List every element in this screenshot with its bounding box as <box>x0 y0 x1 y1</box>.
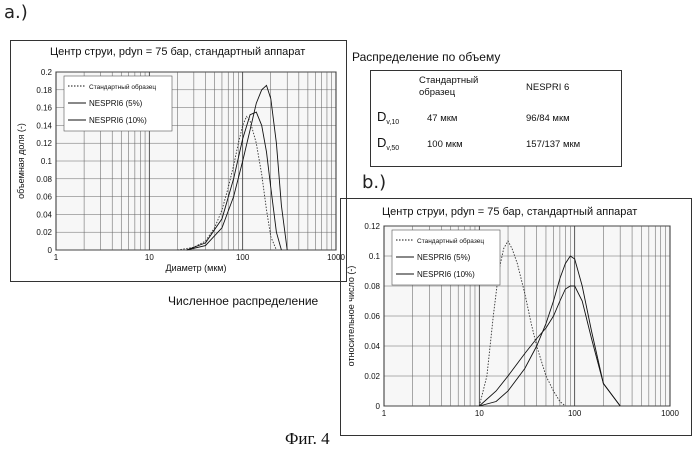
chart1-x-tick-label: 1000 <box>327 253 345 262</box>
chart2-x-tick-label: 100 <box>568 409 582 418</box>
chart1-x-axis-label: Диаметр (мкм) <box>166 263 227 273</box>
chart1-legend <box>63 75 173 132</box>
chart1-title: Центр струи, pdyn = 75 бар, стандартный … <box>50 46 306 58</box>
chart1-legend-entry: NESPRI6 (5%) <box>89 99 143 108</box>
chart1-y-tick-label: 0.2 <box>41 68 53 77</box>
table-row-2-nespri: 157/137 мкм <box>526 139 581 150</box>
chart2-legend-entry: NESPRI6 (10%) <box>417 270 475 279</box>
chart2-x-tick-label: 10 <box>475 409 484 418</box>
chart2-legend-entry: Стандартный образец <box>417 237 484 245</box>
chart1-y-tick-label: 0.04 <box>36 210 52 219</box>
chart1-series-2-line <box>186 84 288 251</box>
chart2-y-tick-label: 0 <box>376 402 381 411</box>
chart1-y-axis-label: объемная доля (-) <box>16 123 26 199</box>
chart2-y-tick-label: 0.06 <box>364 312 380 321</box>
chart2-y-tick-label: 0.02 <box>364 372 380 381</box>
chart2-series-2-line <box>479 255 621 407</box>
chart1-y-tick-label: 0.02 <box>36 228 52 237</box>
chart1-series-3-line <box>186 111 282 251</box>
chart2-y-tick-label: 0.12 <box>364 222 380 231</box>
numeric-heading: Численное распределение <box>168 294 319 308</box>
chart2-series-1-line <box>478 240 566 407</box>
chart2-y-axis-label: относительное число (-) <box>346 266 356 367</box>
chart1-plot: 0 0.02 0.04 0.06 0.08 0.1 0.12 0.14 0.16 0.18 0.2 1… <box>16 68 345 273</box>
chart2-legend <box>391 229 501 286</box>
panel-a-label: a.) <box>4 2 28 23</box>
chart2-x-tick-label: 1000 <box>661 409 679 418</box>
chart1-y-tick-label: 0.08 <box>36 175 52 184</box>
table-row-1-nespri: 96/84 мкм <box>526 113 570 124</box>
table-row-2-standard: 100 мкм <box>427 139 463 150</box>
chart1-y-tick-label: 0.1 <box>41 157 53 166</box>
chart1-y-tick-label: 0.16 <box>36 104 52 113</box>
chart1-y-tick-label: 0.18 <box>36 86 52 95</box>
distribution-table: Стандартный образец NESPRI 6 Dv,10 47 мк… <box>370 70 622 167</box>
chart2-frame <box>340 198 692 436</box>
table-row-1-standard: 47 мкм <box>427 113 458 124</box>
chart1-frame <box>10 40 347 282</box>
chart1-y-tick-label: 0 <box>48 246 53 255</box>
chart1-y-tick-label: 0.14 <box>36 121 52 130</box>
chart2-y-tick-label: 0.1 <box>369 252 381 261</box>
chart2-legend-entry: NESPRI6 (5%) <box>417 253 471 262</box>
chart2-y-tick-label: 0.08 <box>364 282 380 291</box>
chart2-y-tick-label: 0.04 <box>364 342 380 351</box>
chart2-title: Центр струи, pdyn = 75 бар, стандартный … <box>382 206 638 218</box>
panel-b-label: b.) <box>362 172 387 193</box>
chart2-plot: 0 0.02 0.04 0.06 0.08 0.1 0.12 1 10 100 1000 относи… <box>346 222 679 418</box>
chart1-legend-entry: Стандартный образец <box>89 83 156 91</box>
chart1-x-tick-label: 100 <box>236 253 250 262</box>
chart1-x-tick-label: 1 <box>54 253 59 262</box>
chart2-series-3-line <box>479 285 621 407</box>
chart1-legend-entry: NESPRI6 (10%) <box>89 116 147 125</box>
table-col1-header: Стандартный образец <box>419 75 479 98</box>
chart1-y-tick-label: 0.12 <box>36 139 52 148</box>
volume-heading: Распределение по объему <box>352 50 501 64</box>
table-col2-header: NESPRI 6 <box>526 82 570 93</box>
chart1-series-1-line <box>177 115 277 251</box>
table-row-2-label: Dv,50 <box>377 135 400 152</box>
figure-caption: Фиг. 4 <box>285 429 330 448</box>
chart2-x-tick-label: 1 <box>382 409 387 418</box>
chart1-y-tick-label: 0.06 <box>36 193 52 202</box>
table-row-1-label: Dv,10 <box>377 109 400 126</box>
chart1-x-tick-label: 10 <box>145 253 154 262</box>
